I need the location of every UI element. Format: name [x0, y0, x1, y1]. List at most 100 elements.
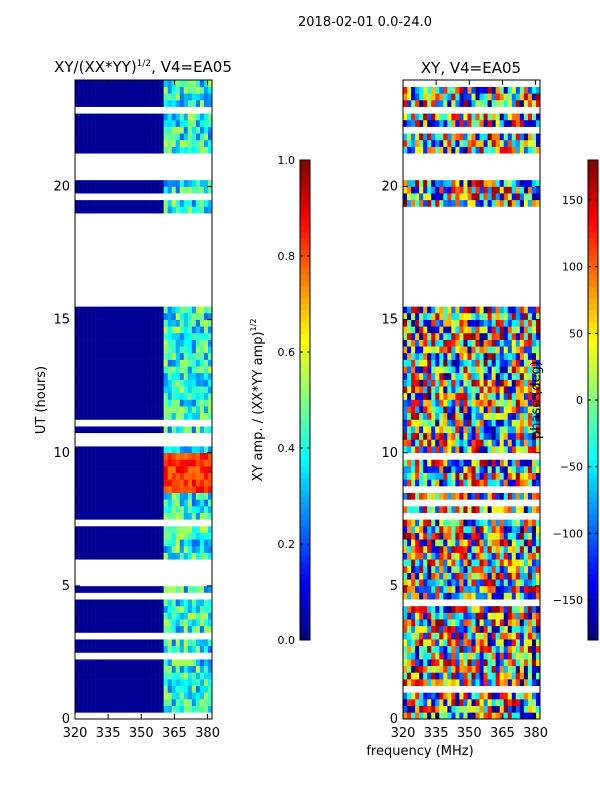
heatmap-cell	[87, 632, 92, 640]
heatmap-cell	[159, 193, 164, 201]
heatmap-cell	[83, 126, 88, 134]
heatmap-cell	[179, 559, 185, 567]
heatmap-cell	[199, 625, 205, 633]
heatmap-cell	[99, 399, 104, 407]
heatmap-cell	[99, 119, 104, 127]
heatmap-cell	[499, 512, 505, 520]
heatmap-cell	[207, 632, 213, 640]
heatmap-cell	[83, 519, 88, 527]
heatmap-cell	[103, 532, 108, 540]
heatmap-cell	[175, 352, 181, 360]
heatmap-cell	[195, 299, 201, 307]
heatmap-cell	[115, 619, 120, 627]
heatmap-cell	[127, 639, 132, 647]
heatmap-cell	[479, 545, 484, 553]
heatmap-cell	[475, 492, 480, 500]
heatmap-cell	[91, 399, 96, 407]
heatmap-cell	[455, 559, 460, 567]
heatmap-cell	[87, 206, 92, 214]
heatmap-cell	[491, 426, 496, 434]
heatmap-cell	[207, 625, 213, 633]
heatmap-cell	[143, 705, 148, 713]
heatmap-cell	[459, 672, 464, 680]
heatmap-cell	[167, 625, 173, 633]
heatmap-cell	[139, 539, 144, 547]
heatmap-cell	[99, 99, 104, 107]
heatmap-cell	[171, 206, 177, 214]
colorbar-cell	[300, 178, 310, 185]
heatmap-cell	[151, 565, 156, 573]
heatmap-cell	[159, 612, 164, 620]
heatmap-cell	[143, 359, 148, 367]
heatmap-cell	[411, 659, 416, 667]
heatmap-cell	[75, 206, 80, 214]
heatmap-cell	[111, 472, 116, 480]
heatmap-cell	[127, 146, 132, 154]
heatmap-cell	[91, 459, 96, 467]
heatmap-cell	[107, 426, 112, 434]
heatmap-cell	[183, 426, 189, 434]
heatmap-cell	[151, 665, 156, 673]
heatmap-cell	[207, 306, 213, 314]
heatmap-cell	[475, 459, 480, 467]
heatmap-cell	[415, 412, 420, 420]
heatmap-cell	[159, 479, 164, 487]
heatmap-cell	[87, 599, 92, 607]
heatmap-cell	[143, 306, 148, 314]
heatmap-cell	[75, 146, 80, 154]
heatmap-cell	[467, 579, 472, 587]
heatmap-cell	[79, 519, 84, 527]
heatmap-cell	[151, 359, 156, 367]
heatmap-cell	[491, 459, 496, 467]
heatmap-cell	[163, 565, 168, 573]
heatmap-cell	[527, 512, 533, 520]
heatmap-cell	[519, 599, 525, 607]
heatmap-cell	[123, 106, 128, 114]
heatmap-cell	[147, 699, 152, 706]
heatmap-cell	[163, 346, 168, 354]
heatmap-cell	[527, 452, 533, 460]
colorbar-cell	[300, 556, 310, 563]
heatmap-cell	[147, 286, 152, 294]
heatmap-cell	[115, 233, 120, 241]
heatmap-cell	[207, 506, 213, 513]
heatmap-cell	[175, 186, 181, 194]
heatmap-cell	[435, 659, 440, 667]
heatmap-cell	[147, 226, 152, 234]
heatmap-cell	[135, 466, 140, 474]
heatmap-cell	[123, 259, 128, 267]
heatmap-cell	[135, 119, 140, 127]
heatmap-cell	[427, 512, 432, 520]
heatmap-cell	[175, 512, 181, 520]
heatmap-cell	[95, 392, 100, 400]
heatmap-cell	[127, 179, 132, 187]
heatmap-cell	[143, 619, 148, 627]
heatmap-cell	[459, 552, 464, 560]
heatmap-cell	[83, 339, 88, 347]
heatmap-cell	[135, 326, 140, 334]
heatmap-cell	[487, 439, 492, 447]
heatmap-cell	[171, 213, 177, 221]
heatmap-cell	[407, 479, 412, 487]
heatmap-cell	[127, 273, 132, 280]
heatmap-cell	[147, 119, 152, 127]
heatmap-cell	[103, 486, 108, 493]
heatmap-cell	[507, 525, 513, 533]
heatmap-cell	[123, 432, 128, 440]
heatmap-cell	[527, 685, 533, 693]
heatmap-cell	[207, 126, 213, 134]
heatmap-cell	[175, 366, 181, 374]
heatmap-cell	[515, 419, 521, 427]
heatmap-cell	[79, 645, 84, 653]
heatmap-cell	[79, 506, 84, 513]
heatmap-cell	[439, 679, 444, 687]
heatmap-cell	[183, 326, 189, 334]
heatmap-cell	[495, 685, 501, 693]
heatmap-cell	[139, 685, 144, 693]
heatmap-cell	[439, 592, 444, 600]
heatmap-cell	[483, 659, 488, 667]
heatmap-cell	[167, 293, 173, 300]
heatmap-cell	[415, 692, 420, 700]
heatmap-cell	[195, 525, 201, 533]
heatmap-cell	[527, 519, 533, 527]
